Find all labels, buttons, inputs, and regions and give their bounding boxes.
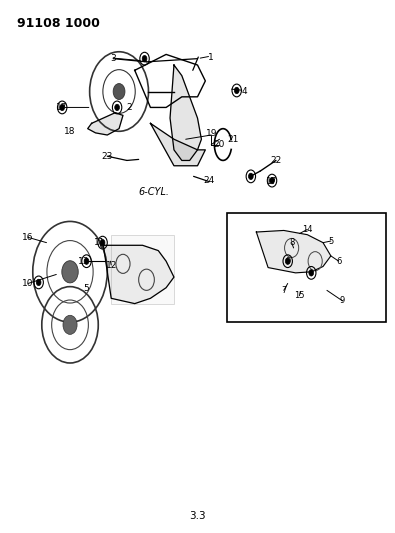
Text: 3.3: 3.3 [189, 511, 206, 521]
Text: 16: 16 [22, 233, 34, 242]
Text: 19: 19 [205, 130, 217, 139]
Text: 4: 4 [242, 87, 247, 96]
Circle shape [60, 104, 64, 111]
Text: 6-CYL.: 6-CYL. [139, 187, 170, 197]
Circle shape [285, 258, 290, 264]
Text: 14: 14 [302, 225, 312, 234]
Circle shape [63, 316, 77, 334]
Text: 10: 10 [22, 279, 34, 288]
Text: 5: 5 [328, 237, 333, 246]
Text: 91108 1000: 91108 1000 [17, 17, 100, 30]
Bar [111, 235, 174, 304]
Text: 18: 18 [64, 127, 76, 136]
Circle shape [84, 258, 89, 264]
Circle shape [270, 177, 275, 184]
Text: 6: 6 [336, 257, 341, 265]
Text: 15: 15 [294, 291, 305, 300]
Text: 20: 20 [213, 140, 225, 149]
Text: 22: 22 [270, 156, 282, 165]
Text: 11: 11 [94, 238, 105, 247]
Text: 2: 2 [126, 103, 132, 112]
Text: 8: 8 [289, 238, 294, 247]
Text: 5: 5 [83, 284, 88, 293]
Circle shape [248, 173, 253, 180]
Text: 13: 13 [78, 257, 90, 265]
Circle shape [62, 261, 78, 283]
Text: 24: 24 [204, 176, 215, 185]
Circle shape [113, 84, 125, 100]
Text: 7: 7 [281, 286, 286, 295]
Polygon shape [170, 65, 201, 160]
Circle shape [142, 55, 147, 62]
Circle shape [115, 104, 119, 111]
Polygon shape [256, 230, 331, 273]
Text: 17: 17 [56, 103, 68, 112]
Circle shape [36, 279, 41, 286]
Text: 1: 1 [208, 53, 214, 62]
Polygon shape [150, 123, 205, 166]
Polygon shape [103, 245, 174, 304]
Text: 9: 9 [340, 296, 345, 305]
Circle shape [234, 87, 239, 94]
Text: 3: 3 [110, 54, 116, 63]
Circle shape [309, 270, 314, 276]
Polygon shape [88, 113, 123, 135]
Text: 17: 17 [266, 177, 278, 186]
Text: 23: 23 [102, 152, 113, 161]
Text: 12: 12 [105, 261, 117, 270]
Circle shape [100, 239, 105, 246]
Bar [227, 214, 386, 322]
Text: 21: 21 [227, 135, 239, 144]
Text: 9: 9 [285, 257, 290, 265]
